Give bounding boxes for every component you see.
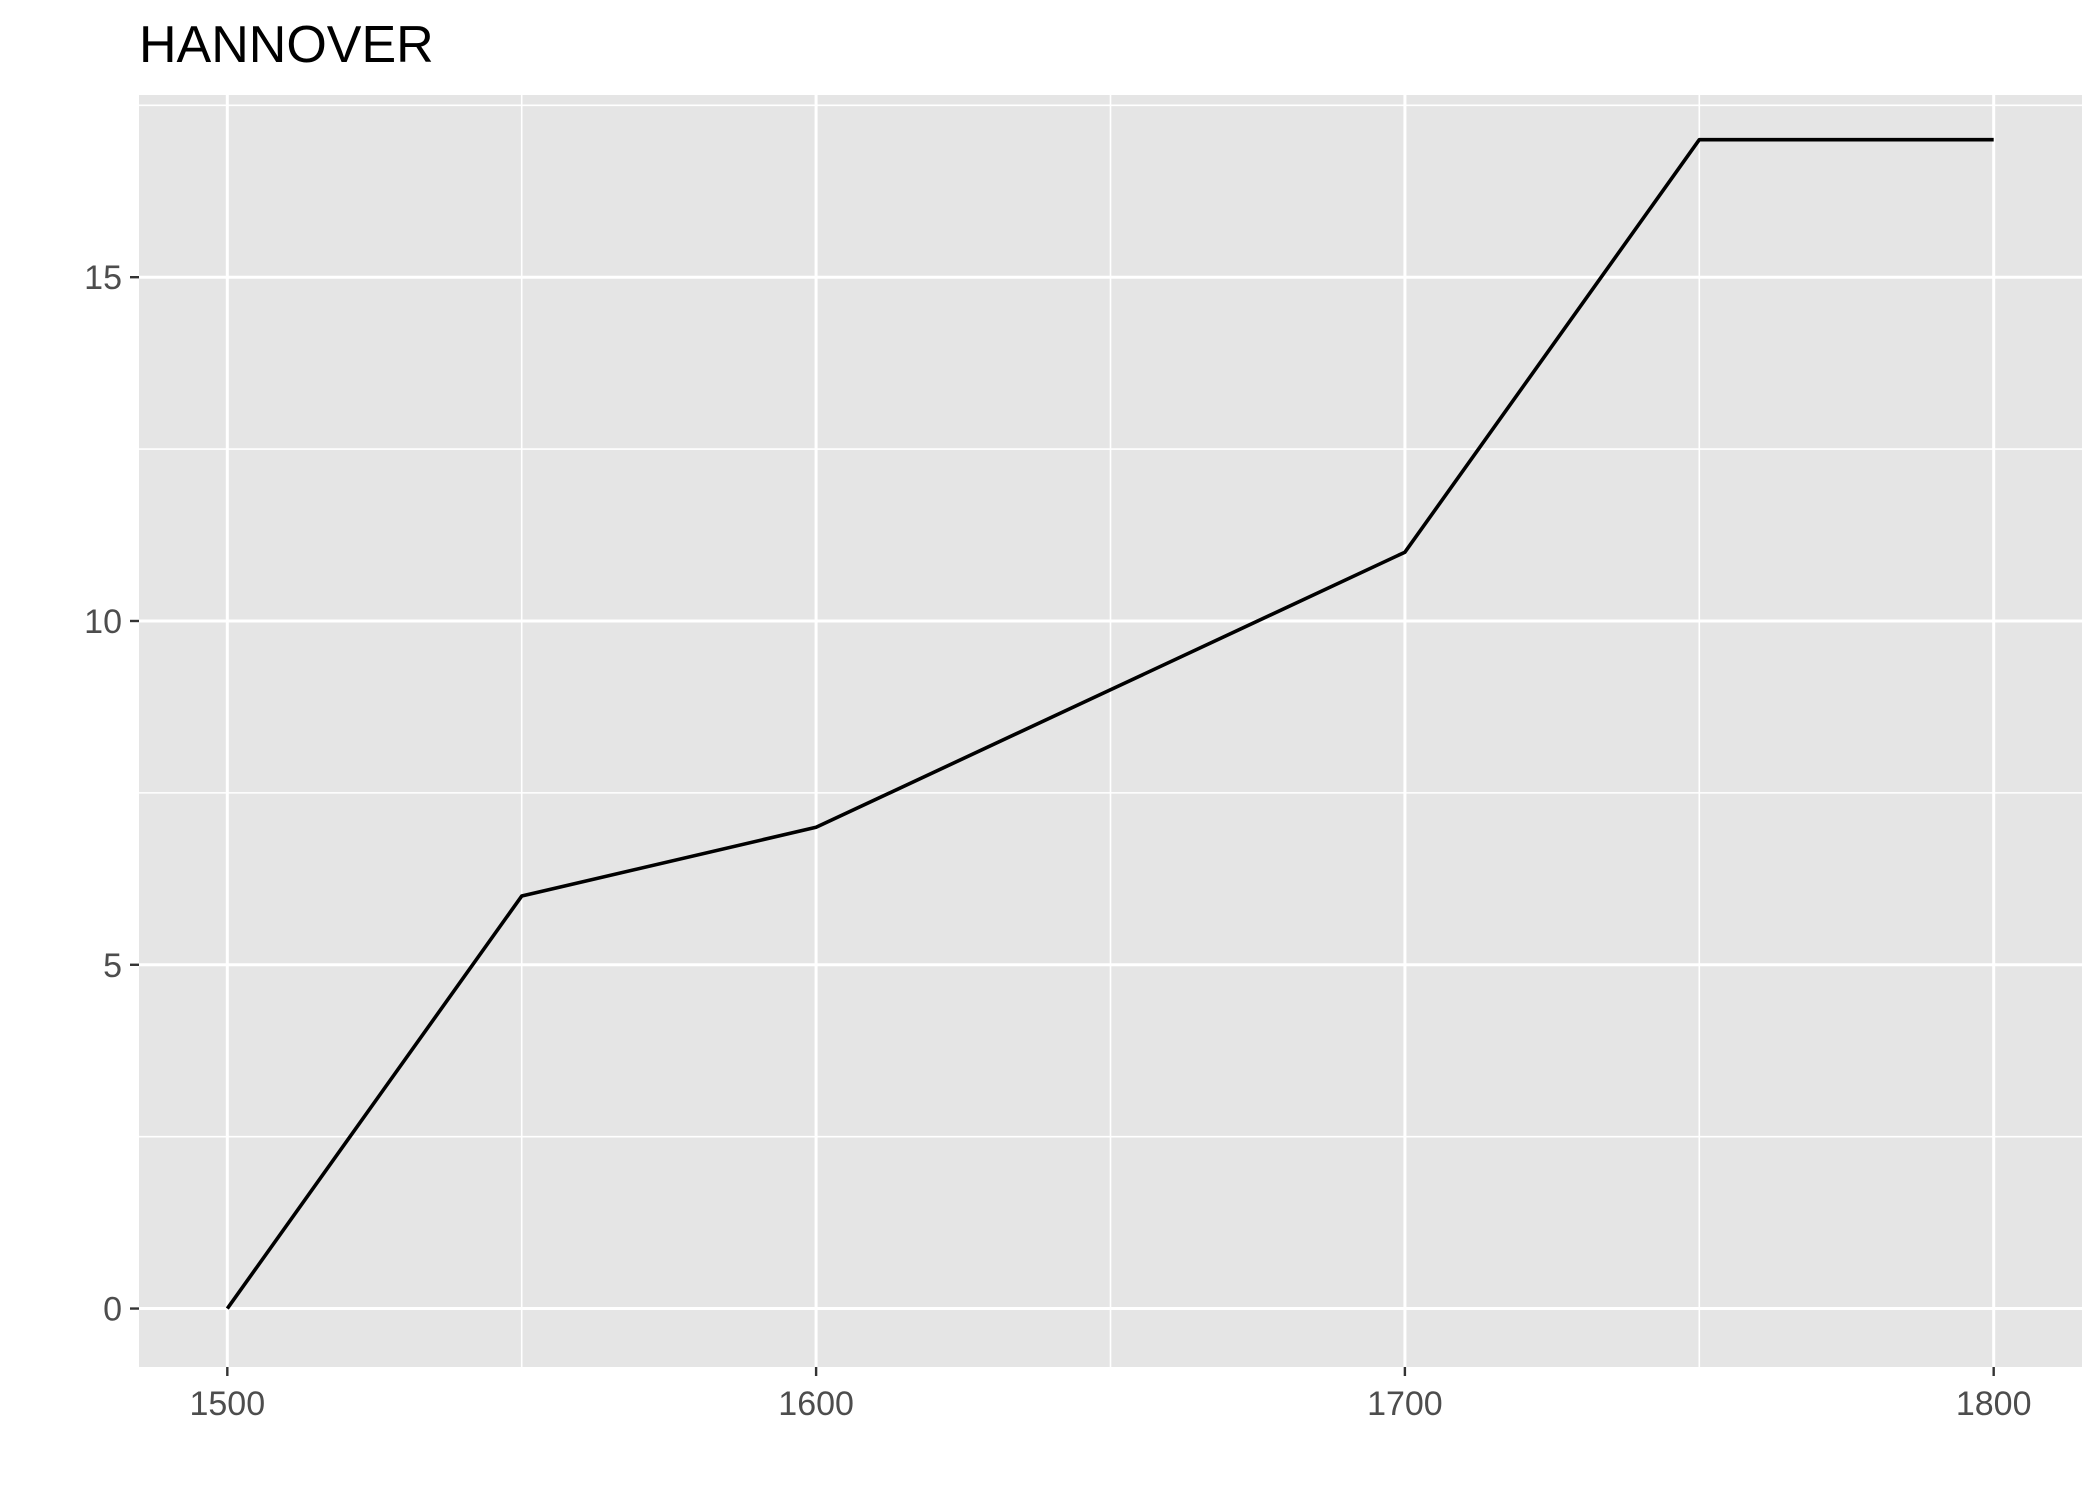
x-axis: 1500 1600 1700 1800 (189, 1367, 2032, 1423)
x-tick-label: 1700 (1367, 1385, 1443, 1423)
x-tick-label: 1800 (1956, 1385, 2032, 1423)
y-tick-label: 5 (103, 947, 122, 985)
chart-title: HANNOVER (139, 16, 434, 74)
y-axis: 0 5 10 15 (84, 259, 139, 1329)
x-tick-label: 1500 (189, 1385, 265, 1423)
series-layer (225, 137, 1994, 1310)
y-tick-label: 15 (84, 259, 122, 297)
series-line (225, 137, 1994, 1310)
major-gridlines (139, 95, 2082, 1367)
y-tick-label: 10 (84, 603, 122, 641)
minor-gridlines (139, 95, 2082, 1367)
x-tick-label: 1600 (778, 1385, 854, 1423)
y-tick-label: 0 (103, 1291, 122, 1329)
